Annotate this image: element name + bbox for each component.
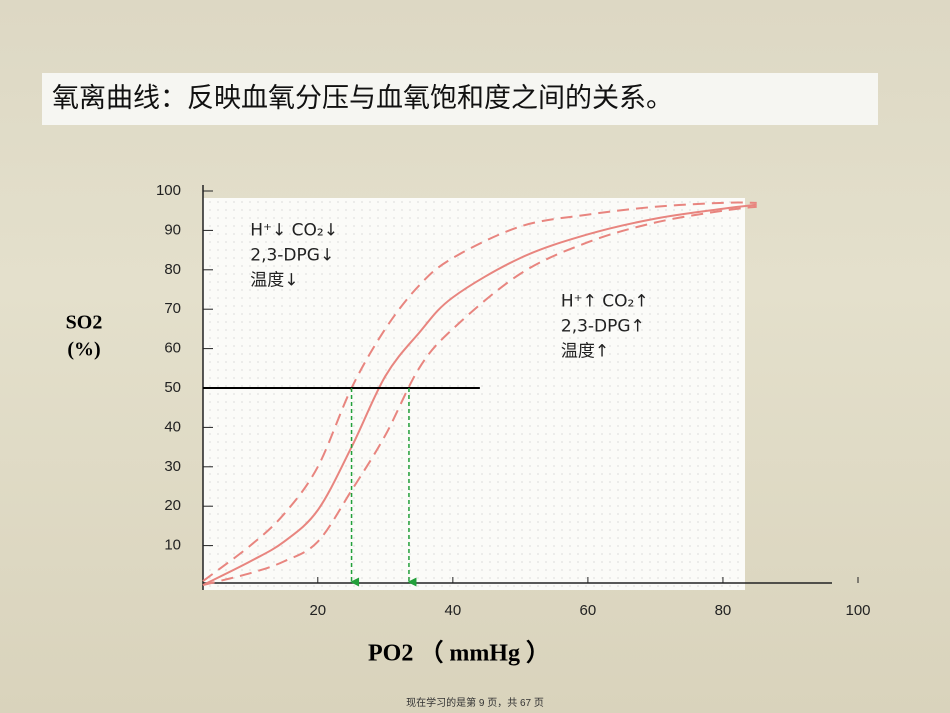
- y-tick-label: 60: [164, 340, 181, 357]
- x-tick-label: 20: [309, 602, 326, 619]
- x-tick-label: 40: [445, 602, 462, 619]
- y-tick-label: 10: [164, 537, 181, 554]
- annotation: 2,3-DPG↓: [250, 245, 334, 265]
- y-tick-label: 20: [164, 497, 181, 514]
- y-tick-label: 70: [164, 300, 181, 317]
- slide-title: 氧离曲线：反映血氧分压与血氧饱和度之间的关系。: [42, 73, 878, 125]
- x-tick-label: 100: [845, 602, 870, 619]
- y-tick-label: 100: [156, 182, 181, 199]
- annotation: H⁺↓ CO₂↓: [250, 220, 338, 240]
- x-axis-title: PO2 （ mmHg ）: [368, 640, 550, 667]
- footer: 现在学习的是第 9 页，共 67 页: [406, 698, 544, 709]
- annotation: H⁺↑ CO₂↑: [561, 291, 649, 311]
- annotation: 温度↓: [250, 270, 298, 290]
- curve: [202, 203, 757, 586]
- y-tick-label: 50: [164, 379, 181, 396]
- annotation: 温度↑: [561, 341, 609, 361]
- annotation: 2,3-DPG↑: [561, 316, 645, 336]
- curve: [202, 201, 757, 582]
- y-tick-label: 80: [164, 261, 181, 278]
- y-tick-label: 40: [164, 418, 181, 435]
- x-tick-label: 60: [580, 602, 597, 619]
- curve: [202, 205, 757, 586]
- x-tick-label: 80: [715, 602, 732, 619]
- y-axis-title: (%): [67, 339, 100, 361]
- plot-dots: [203, 198, 745, 590]
- y-tick-label: 30: [164, 458, 181, 475]
- y-tick-label: 90: [164, 221, 181, 238]
- y-axis-title: SO2: [66, 312, 103, 334]
